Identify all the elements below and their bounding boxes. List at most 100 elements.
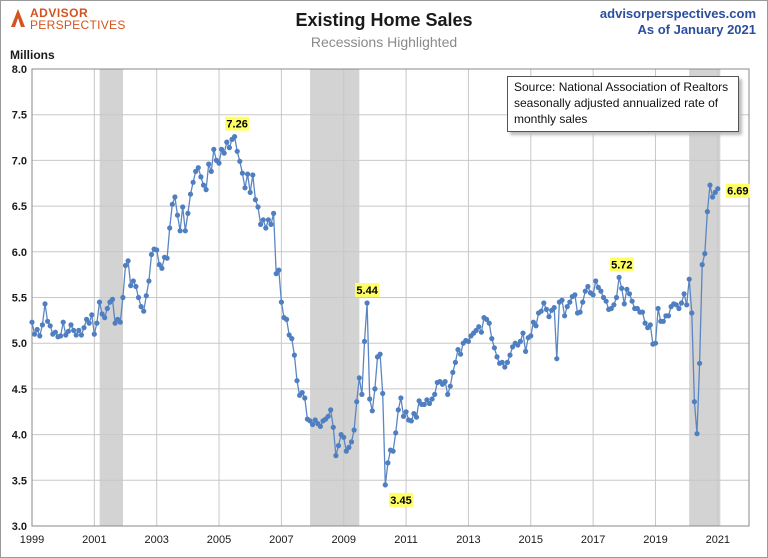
annotation-bg <box>725 183 750 198</box>
data-point <box>676 305 682 312</box>
data-point <box>68 322 74 328</box>
y-tick-labels: 3.0 3.5 4.0 4.5 5.0 5.5 6.0 6.5 7.0 7.5 8.0 <box>12 64 27 533</box>
data-point <box>174 212 181 218</box>
data-point <box>619 285 625 291</box>
data-point <box>130 278 136 284</box>
data-point <box>697 360 703 366</box>
data-point <box>156 262 162 268</box>
data-point <box>712 189 718 195</box>
data-point <box>489 336 495 342</box>
as-of-date: As of January 2021 <box>637 22 756 37</box>
data-point <box>206 161 212 167</box>
data-point <box>94 320 100 326</box>
data-point <box>356 375 362 381</box>
data-point <box>445 391 451 397</box>
data-point <box>63 332 69 338</box>
data-point <box>34 326 40 333</box>
y-tick-label: 3.5 <box>12 475 27 487</box>
data-point <box>504 359 510 365</box>
annotation-label: 5.72 <box>611 259 632 271</box>
data-point <box>694 431 700 437</box>
data-point <box>608 305 614 312</box>
x-tick-label: 1999 <box>20 534 44 546</box>
data-point <box>634 305 640 312</box>
data-point <box>96 299 103 305</box>
data-point <box>221 150 227 156</box>
data-point <box>177 228 183 234</box>
data-point <box>538 308 544 314</box>
data-point <box>652 340 659 346</box>
data-point <box>465 338 471 344</box>
annotation-5.72: 5.72 <box>609 257 634 272</box>
data-point <box>455 347 461 353</box>
x-tick-label: 2001 <box>82 534 106 546</box>
data-point <box>351 427 357 433</box>
data-point <box>317 423 323 429</box>
data-point <box>143 293 149 299</box>
data-point <box>239 170 245 176</box>
data-point <box>310 421 316 428</box>
data-point <box>528 333 534 339</box>
data-point <box>585 283 591 290</box>
data-point <box>567 299 573 305</box>
y-tick-label: 4.0 <box>12 430 27 442</box>
data-point <box>169 201 175 207</box>
data-point <box>102 315 108 321</box>
annotations: 7.26 5.44 3.45 5.72 6.69 <box>225 116 750 507</box>
data-point <box>65 328 71 334</box>
data-point <box>133 283 139 290</box>
data-point <box>45 318 51 324</box>
data-point <box>190 179 196 185</box>
data-point <box>122 262 129 269</box>
data-point <box>52 329 59 335</box>
data-point <box>429 396 435 402</box>
data-point <box>37 333 43 339</box>
data-point <box>299 390 305 396</box>
data-point <box>271 210 277 216</box>
data-point <box>73 332 79 338</box>
annotation-label: 3.45 <box>390 495 411 507</box>
y-tick-label: 6.0 <box>12 247 27 259</box>
data-point <box>138 304 144 310</box>
annotation-3.45: 3.45 <box>388 492 413 507</box>
y-axis-label: Millions <box>10 48 55 62</box>
data-point <box>426 400 433 407</box>
data-point <box>237 158 243 164</box>
data-point <box>273 271 279 277</box>
data-point <box>517 338 524 344</box>
data-point <box>180 204 186 210</box>
data-point <box>411 411 417 417</box>
data-point <box>484 316 490 322</box>
data-point <box>421 401 427 407</box>
data-point <box>598 288 604 294</box>
data-point <box>91 331 97 337</box>
data-point <box>624 286 630 292</box>
data-point <box>499 359 505 365</box>
x-tick-label: 2021 <box>706 534 730 546</box>
data-point <box>216 160 222 166</box>
data-point <box>195 165 201 171</box>
plot-border <box>31 68 750 527</box>
chart-title: Existing Home Sales <box>295 10 473 30</box>
data-point <box>148 251 155 258</box>
data-point <box>278 299 284 305</box>
data-point <box>211 146 217 152</box>
data-point <box>572 292 578 298</box>
data-point <box>265 217 271 223</box>
data-point <box>219 146 225 152</box>
data-point <box>691 399 698 405</box>
data-point <box>393 430 399 436</box>
data-point <box>502 364 508 370</box>
data-point <box>400 413 407 419</box>
data-point <box>432 391 438 397</box>
data-point <box>198 174 204 180</box>
source-line-2: seasonally adjusted annualized rate of <box>514 96 719 110</box>
data-point <box>232 134 238 140</box>
data-point <box>193 168 199 174</box>
data-point <box>141 308 147 314</box>
data-point <box>154 247 160 253</box>
data-point <box>312 417 318 423</box>
data-point <box>361 338 368 344</box>
data-point <box>494 354 500 360</box>
data-point <box>359 391 365 397</box>
